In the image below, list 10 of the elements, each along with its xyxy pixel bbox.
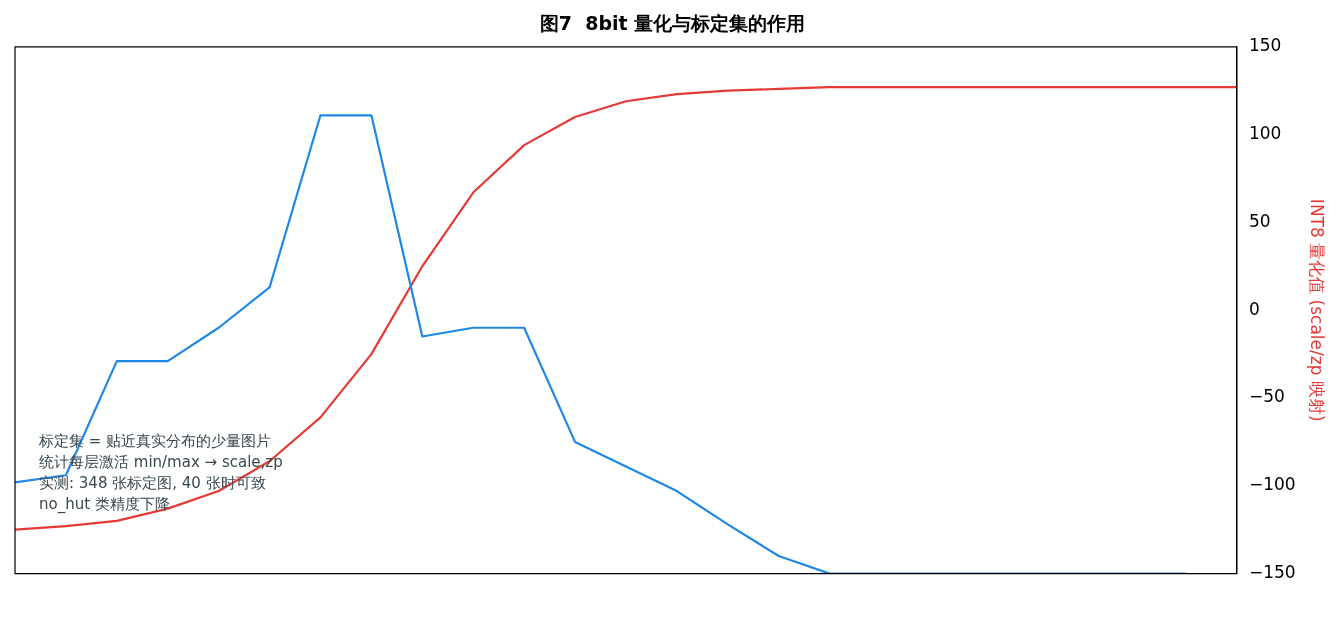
- y-axis-title: INT8 量化值 (scale/zp 映射): [1307, 198, 1328, 422]
- y-tick-label: −150: [1248, 562, 1296, 583]
- y-tick-label: −100: [1248, 474, 1296, 495]
- y-tick-label: 0: [1248, 298, 1260, 319]
- y-tick-label: −50: [1248, 386, 1285, 407]
- y-tick-label: 100: [1248, 123, 1282, 144]
- y-tick-label: 50: [1248, 210, 1271, 231]
- chart-title: 图7 8bit 量化与标定集的作用: [539, 12, 806, 35]
- annotation: no_hut 类精度下降: [39, 495, 170, 515]
- y-tick-label: 150: [1248, 35, 1282, 56]
